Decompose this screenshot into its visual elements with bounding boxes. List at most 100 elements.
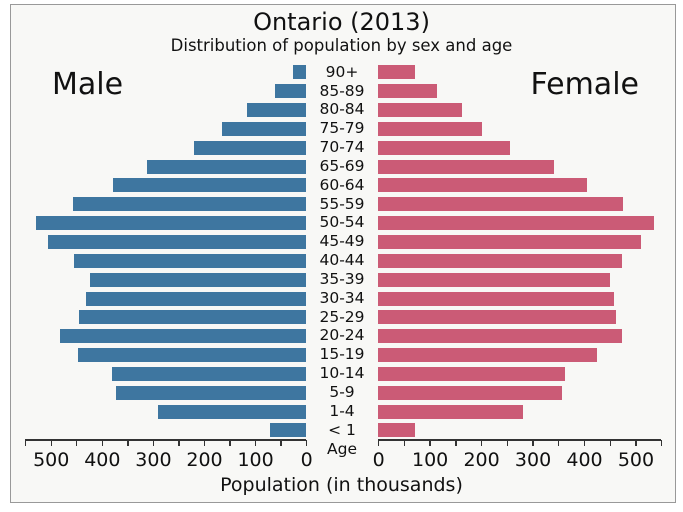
axis-tick-label: 400 (84, 449, 121, 471)
pyramid-row: 75-79 (25, 120, 661, 139)
age-group-label: 5-9 (329, 383, 355, 402)
female-bar (378, 385, 562, 400)
male-bar-cell (25, 157, 306, 176)
age-label-cell: 55-59 (306, 195, 378, 214)
age-label-cell: 80-84 (306, 101, 378, 120)
female-bar (378, 291, 614, 306)
age-label-cell: 10-14 (306, 365, 378, 384)
female-bar (378, 159, 554, 174)
axis-tick (532, 440, 534, 446)
female-bar-cell (378, 289, 661, 308)
male-bar-cell (25, 327, 306, 346)
female-bar (378, 423, 415, 438)
axis-tick (25, 440, 27, 446)
pyramid-rows: 90+ 85-89 80-84 75-79 70-74 65-69 60-64 55-59 50… (25, 63, 661, 440)
male-bar (35, 216, 306, 231)
male-bar (72, 197, 306, 212)
male-bar-cell (25, 402, 306, 421)
male-bar-cell (25, 346, 306, 365)
axis-tick-label: 300 (514, 449, 552, 471)
age-group-label: 65-69 (319, 156, 365, 175)
axis-tick (280, 440, 282, 446)
female-bar (378, 348, 598, 363)
axis-tick (609, 440, 611, 446)
female-bar (378, 329, 623, 344)
pyramid-row: 1-4 (25, 402, 661, 421)
age-group-label: 15-19 (319, 345, 365, 364)
age-label-cell: 15-19 (306, 346, 378, 365)
age-group-label: 70-74 (319, 138, 365, 157)
age-group-label: 55-59 (319, 194, 365, 213)
axis-tick (203, 440, 206, 446)
age-label-cell: 25-29 (306, 308, 378, 327)
age-label-cell: 5-9 (306, 383, 378, 402)
male-bar-cell (25, 421, 306, 440)
pyramid-row: 65-69 (25, 157, 661, 176)
age-label-cell: 40-44 (306, 251, 378, 270)
age-group-label: 40-44 (319, 251, 365, 270)
age-group-label: 35-39 (319, 269, 365, 288)
chart-subtitle: Distribution of population by sex and ag… (170, 36, 513, 55)
axis-tick-label: 100 (237, 449, 274, 471)
female-bar-cell (378, 138, 661, 157)
axis-tick (455, 440, 457, 446)
female-bar (378, 84, 438, 99)
age-label-cell: 60-64 (306, 176, 378, 195)
axis-tick-label: 500 (617, 449, 655, 471)
age-group-label: 75-79 (319, 119, 365, 138)
male-bar-cell (25, 270, 306, 289)
axis-tick-label: 0 (300, 449, 313, 471)
axis-tick (101, 440, 104, 446)
age-group-label: 1-4 (329, 401, 355, 420)
female-bar (378, 366, 565, 381)
pyramid-row: 35-39 (25, 270, 661, 289)
figure-border-frame (10, 4, 676, 503)
female-bar-cell (378, 346, 661, 365)
axis-tick (506, 440, 509, 446)
pyramid-row: 5-9 (25, 383, 661, 402)
female-bar-cell (378, 214, 661, 233)
age-label-cell: 35-39 (306, 270, 378, 289)
female-bar-cell (378, 308, 661, 327)
male-bar (113, 178, 306, 193)
axis-tick-label: 200 (186, 449, 223, 471)
chart-title: Ontario (2013) (253, 8, 430, 36)
female-bar-cell (378, 383, 661, 402)
age-label-cell: < 1 (306, 421, 378, 440)
female-bar-cell (378, 176, 661, 195)
male-bar (78, 310, 306, 325)
male-series-label: Male (52, 67, 124, 102)
axis-tick (152, 440, 155, 446)
male-bar (275, 84, 306, 99)
male-bar (147, 159, 306, 174)
female-bar (378, 103, 462, 118)
female-bar-cell (378, 233, 661, 252)
pyramid-row: 30-34 (25, 289, 661, 308)
age-group-label: 45-49 (319, 232, 365, 251)
male-bar-cell (25, 82, 306, 101)
axis-tick (480, 440, 483, 446)
female-series-label: Female (530, 67, 639, 102)
female-bar-cell (378, 402, 661, 421)
axis-tick-label: 100 (412, 449, 449, 471)
axis-tick-label: 200 (463, 449, 500, 471)
age-group-label: 50-54 (319, 213, 365, 232)
axis-tick-label: 0 (372, 449, 385, 471)
female-bar-cell (378, 82, 661, 101)
pyramid-row: 55-59 (25, 195, 661, 214)
female-bar-cell (378, 327, 661, 346)
female-bar-cell (378, 421, 661, 440)
pyramid-row: 70-74 (25, 138, 661, 157)
male-bar-cell (25, 101, 306, 120)
pyramid-row: 45-49 (25, 233, 661, 252)
male-bar-cell (25, 383, 306, 402)
axis-tick (378, 440, 380, 446)
female-bar (378, 178, 588, 193)
pyramid-row: < 1 (25, 421, 661, 440)
male-bar (157, 404, 306, 419)
male-bar-cell (25, 289, 306, 308)
axis-tick (229, 440, 231, 446)
pyramid-row: 60-64 (25, 176, 661, 195)
female-bar-cell (378, 120, 661, 139)
